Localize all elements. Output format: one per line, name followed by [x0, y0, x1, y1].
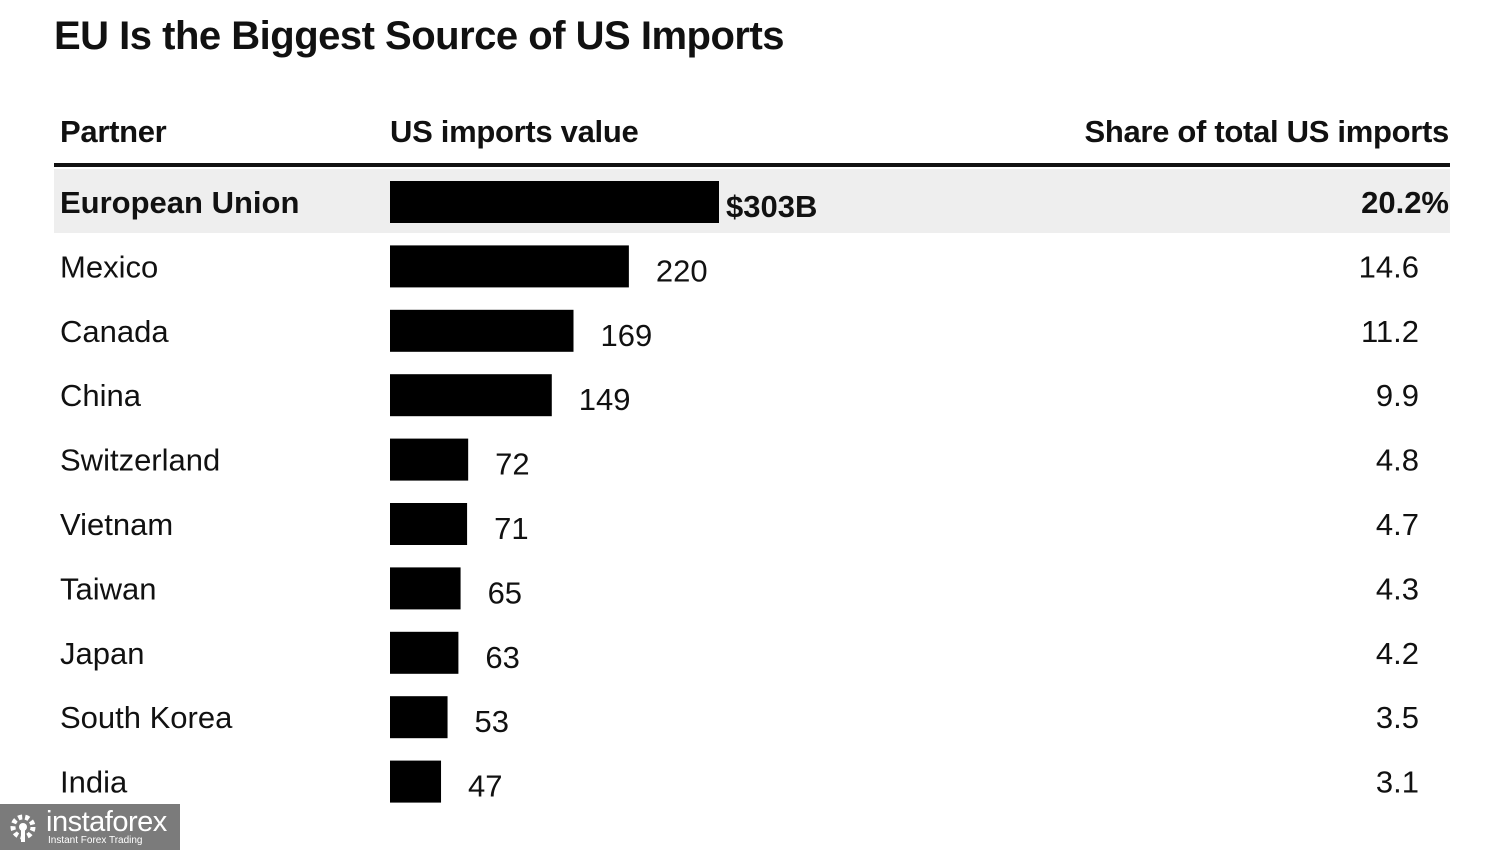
share-label-south-korea: 3.5 — [1376, 700, 1419, 735]
bar-china — [390, 374, 552, 417]
share-label-taiwan: 4.3 — [1376, 571, 1419, 606]
instaforex-logo-tagline: Instant Forex Trading — [48, 835, 143, 846]
share-label-japan: 4.2 — [1376, 636, 1419, 671]
instaforex-logo-name: instaforex — [46, 806, 167, 838]
value-label-vietnam: 71 — [494, 511, 528, 546]
instaforex-logo-icon — [10, 814, 36, 842]
header-rule — [54, 163, 1450, 167]
share-label-switzerland: 4.8 — [1376, 443, 1419, 478]
share-label-china: 9.9 — [1376, 378, 1419, 413]
bar-canada — [390, 309, 574, 352]
value-label-canada: 169 — [601, 318, 653, 353]
share-label-canada: 11.2 — [1361, 314, 1419, 349]
share-label-vietnam: 4.7 — [1376, 507, 1419, 542]
bar-taiwan — [390, 567, 461, 610]
partner-label-switzerland: Switzerland — [60, 443, 220, 478]
column-header-share: Share of total US imports — [1084, 114, 1449, 149]
bar-japan — [390, 631, 459, 674]
partner-label-european-union: European Union — [60, 185, 299, 220]
partner-label-japan: Japan — [60, 636, 144, 671]
value-label-south-korea: 53 — [475, 704, 509, 739]
instaforex-logo: instaforex Instant Forex Trading — [0, 804, 180, 850]
partner-label-india: India — [60, 765, 128, 800]
highlight-row-background — [54, 169, 1450, 233]
bar-european-union — [390, 181, 719, 223]
bar-india — [390, 760, 442, 803]
bar-vietnam — [390, 503, 468, 545]
value-label-china: 149 — [579, 382, 631, 417]
chart-title: EU Is the Biggest Source of US Imports — [54, 14, 785, 58]
column-header-imports-value: US imports value — [390, 114, 639, 149]
partner-label-taiwan: Taiwan — [60, 571, 157, 606]
bar-south-korea — [390, 696, 448, 739]
partner-label-canada: Canada — [60, 314, 169, 349]
partner-label-mexico: Mexico — [60, 249, 158, 284]
share-label-european-union: 20.2% — [1361, 185, 1449, 220]
partner-label-south-korea: South Korea — [60, 700, 233, 735]
value-label-taiwan: 65 — [488, 575, 522, 610]
partner-label-vietnam: Vietnam — [60, 507, 173, 542]
column-header-partner: Partner — [60, 114, 167, 149]
bar-switzerland — [390, 438, 469, 481]
bar-mexico — [390, 245, 629, 288]
share-label-india: 3.1 — [1376, 765, 1419, 800]
share-label-mexico: 14.6 — [1359, 249, 1419, 284]
value-label-european-union: $303B — [726, 189, 817, 224]
partner-label-china: China — [60, 378, 142, 413]
value-label-mexico: 220 — [656, 253, 708, 288]
value-label-india: 47 — [468, 769, 502, 804]
value-label-switzerland: 72 — [495, 447, 529, 482]
value-label-japan: 63 — [485, 640, 519, 675]
